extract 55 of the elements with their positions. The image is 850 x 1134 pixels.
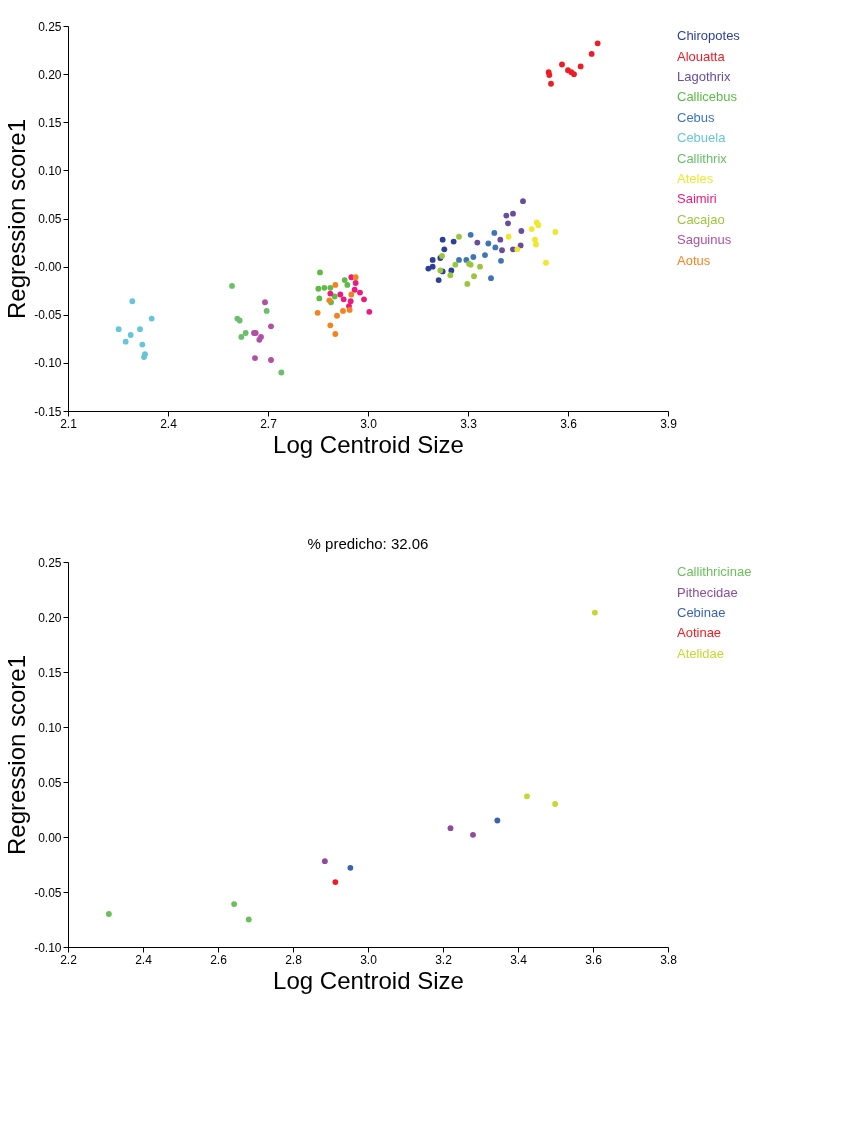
- text: Cebuela: [677, 130, 727, 146]
- x-tick-label: 3.0: [360, 416, 378, 431]
- x-tick-label: 2.7: [260, 416, 278, 431]
- x-tick-label: 3.2: [435, 952, 453, 967]
- x-tick-label: 2.6: [210, 952, 228, 967]
- y-tick-label: 0.10: [38, 720, 62, 735]
- x-axis-title: Log Centroid Size: [273, 430, 464, 458]
- y-axis-title: Regression score1: [3, 654, 31, 856]
- y-tick-label: -0.05: [34, 308, 62, 323]
- text: Chiropotes: [677, 28, 741, 44]
- text: Atelidae: [677, 645, 724, 661]
- x-tick-label: 3.3: [460, 416, 478, 431]
- y-tick-label: 0.00: [38, 830, 62, 845]
- x-tick-label: 2.1: [60, 416, 78, 431]
- y-tick-label: 0.15: [38, 115, 62, 130]
- y-tick-label: -0.10: [34, 940, 62, 955]
- y-tick-label: 0.20: [38, 67, 62, 82]
- text: Callithricinae: [677, 564, 752, 580]
- y-tick-label: 0.25: [38, 555, 62, 570]
- y-tick-label: 0.20: [38, 610, 62, 625]
- y-axis-title: Regression score1: [3, 118, 31, 320]
- text: Cebus: [677, 109, 716, 125]
- y-tick-label: -0.05: [34, 885, 62, 900]
- y-tick-label: 0.15: [38, 665, 62, 680]
- y-tick-label: 0.05: [38, 775, 62, 790]
- text: Aotus: [677, 252, 711, 268]
- y-tick-label: -0.00: [34, 260, 62, 275]
- text: Ateles: [677, 171, 714, 186]
- text: Saimiri: [677, 191, 717, 207]
- y-tick-label: 0.10: [38, 163, 62, 178]
- x-tick-label: 2.2: [60, 952, 78, 967]
- x-axis-title: Log Centroid Size: [273, 966, 464, 994]
- x-tick-label: 3.6: [585, 952, 603, 967]
- x-tick-label: 3.4: [510, 952, 528, 967]
- text: Lagothrix: [677, 69, 731, 84]
- chart-title: % predicho: 32.06: [307, 535, 429, 552]
- x-tick-label: 3.0: [360, 952, 378, 967]
- y-tick-label: 0.05: [38, 212, 62, 226]
- y-tick-label: -0.15: [34, 404, 62, 419]
- text: Callicebus: [677, 89, 738, 105]
- text: Aotinae: [677, 625, 722, 641]
- text: Alouatta: [677, 48, 726, 64]
- x-tick-label: 2.8: [285, 952, 303, 967]
- y-tick-label: 0.25: [38, 19, 62, 34]
- text: Pithecidae: [677, 584, 738, 600]
- x-tick-label: 2.4: [160, 416, 178, 431]
- text: Cebinae: [677, 605, 726, 620]
- text: Saguinus: [677, 232, 732, 248]
- text: Cacajao: [677, 211, 725, 227]
- x-tick-label: 2.4: [135, 952, 153, 967]
- x-tick-label: 3.6: [560, 416, 578, 431]
- x-tick-label: 3.9: [660, 416, 678, 431]
- y-tick-label: -0.10: [34, 356, 62, 371]
- text: Callithrix: [677, 150, 728, 166]
- x-tick-label: 3.8: [660, 952, 678, 967]
